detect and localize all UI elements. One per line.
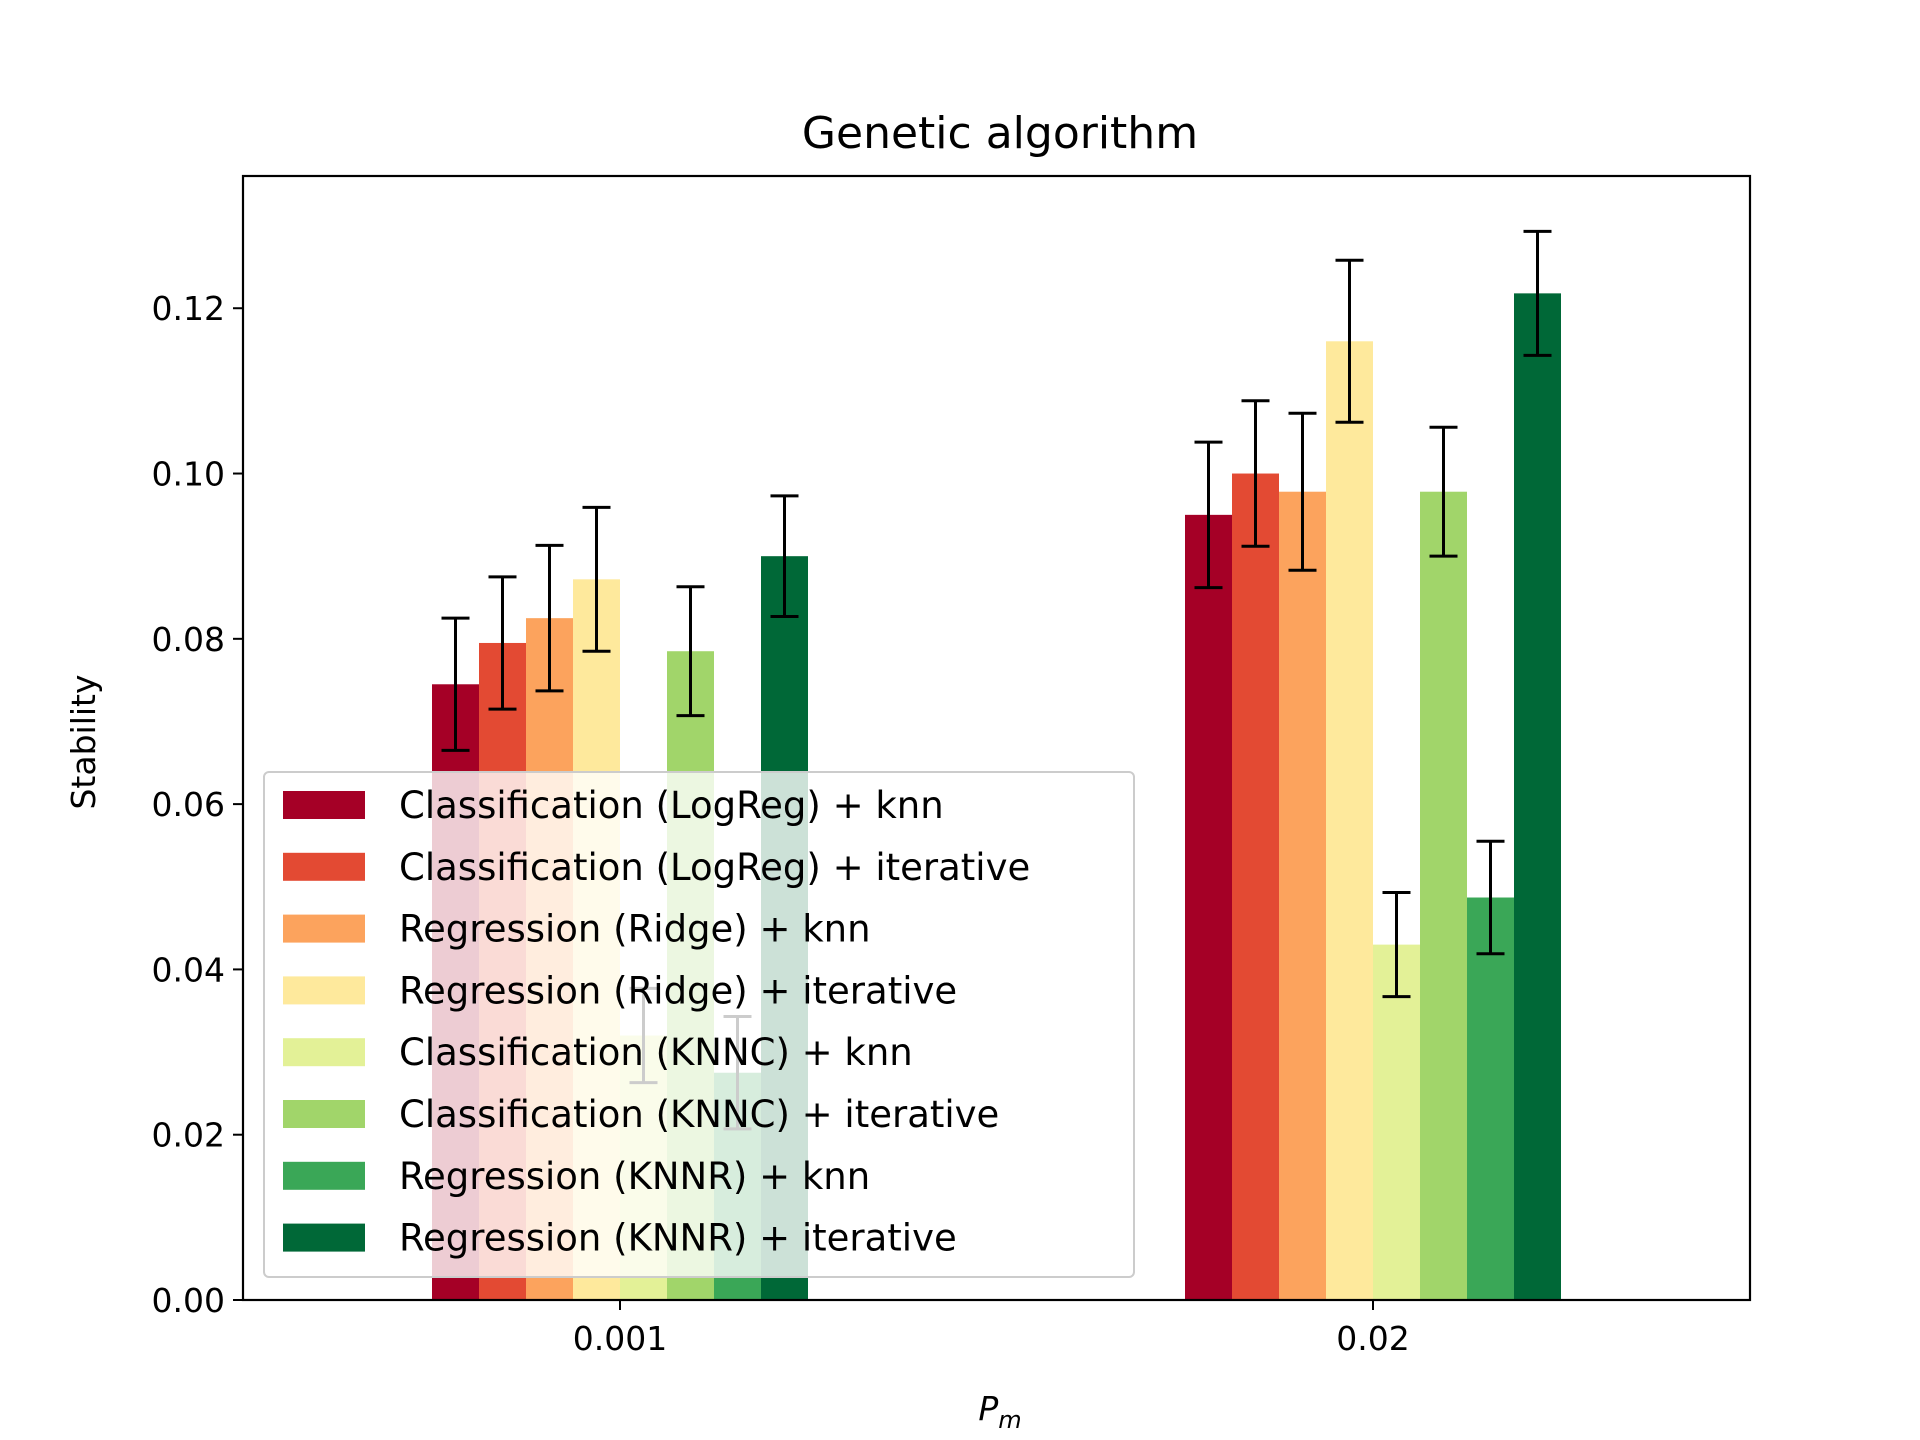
x-axis-label-base: P: [978, 1389, 998, 1428]
y-tick-label: 0.10: [152, 455, 225, 494]
legend-swatch: [283, 791, 365, 819]
legend-entry-label: Classification (KNNC) + iterative: [399, 1093, 999, 1136]
bar-1-0.02: [1185, 514, 1232, 1300]
bar-4-0.02: [1326, 341, 1373, 1300]
legend-entry-label: Classification (LogReg) + knn: [399, 784, 944, 827]
y-tick-label: 0.02: [152, 1116, 225, 1155]
bar-3-0.02: [1279, 491, 1326, 1301]
legend-entry-label: Classification (LogReg) + iterative: [399, 846, 1030, 889]
y-axis: 0.00 0.02 0.04 0.06 0.08 0.10 0.12: [152, 289, 243, 1320]
y-tick-label: 0.08: [152, 620, 225, 659]
legend-swatch: [283, 1161, 365, 1190]
axes-frame: [241, 174, 1752, 1302]
x-tick-label: 0.001: [573, 1319, 667, 1358]
legend-box: [263, 771, 1135, 1278]
legend-entry-label: Regression (KNNR) + knn: [399, 1155, 870, 1198]
bar-5-0.02: [1373, 944, 1420, 1300]
legend-entry-label: Regression (Ridge) + knn: [399, 908, 871, 951]
x-tick-label: 0.02: [1336, 1319, 1409, 1358]
x-axis-label-subscript: m: [998, 1406, 1021, 1434]
bar-2-0.02: [1232, 473, 1279, 1300]
legend-swatch: [283, 1223, 365, 1252]
bar-6-0.02: [1420, 491, 1467, 1301]
legend-swatch: [283, 852, 365, 881]
legend-swatch: [283, 976, 365, 1005]
x-axis-label: Pm: [978, 1389, 1021, 1434]
y-tick-label: 0.00: [152, 1281, 225, 1320]
bar-7-0.02: [1467, 897, 1514, 1300]
legend-entry-label: Regression (Ridge) + iterative: [399, 969, 957, 1012]
legend-entry-label: Regression (KNNR) + iterative: [399, 1217, 957, 1260]
legend-swatch: [283, 1038, 365, 1067]
legend-swatch: [283, 914, 365, 943]
legend-swatch: [283, 1100, 365, 1128]
legend-entry-label: Classification (KNNC) + knn: [399, 1031, 913, 1074]
x-axis: 0.001 0.02: [573, 1300, 1410, 1358]
y-tick-label: 0.06: [152, 785, 225, 824]
y-tick-label: 0.12: [152, 289, 225, 328]
y-tick-label: 0.04: [152, 950, 225, 989]
chart-title: Genetic algorithm: [802, 108, 1198, 159]
legend: Classification (LogReg) + knn Classificat…: [263, 771, 1135, 1278]
y-axis-label: Stability: [64, 674, 103, 809]
bar-8-0.02: [1514, 293, 1561, 1300]
